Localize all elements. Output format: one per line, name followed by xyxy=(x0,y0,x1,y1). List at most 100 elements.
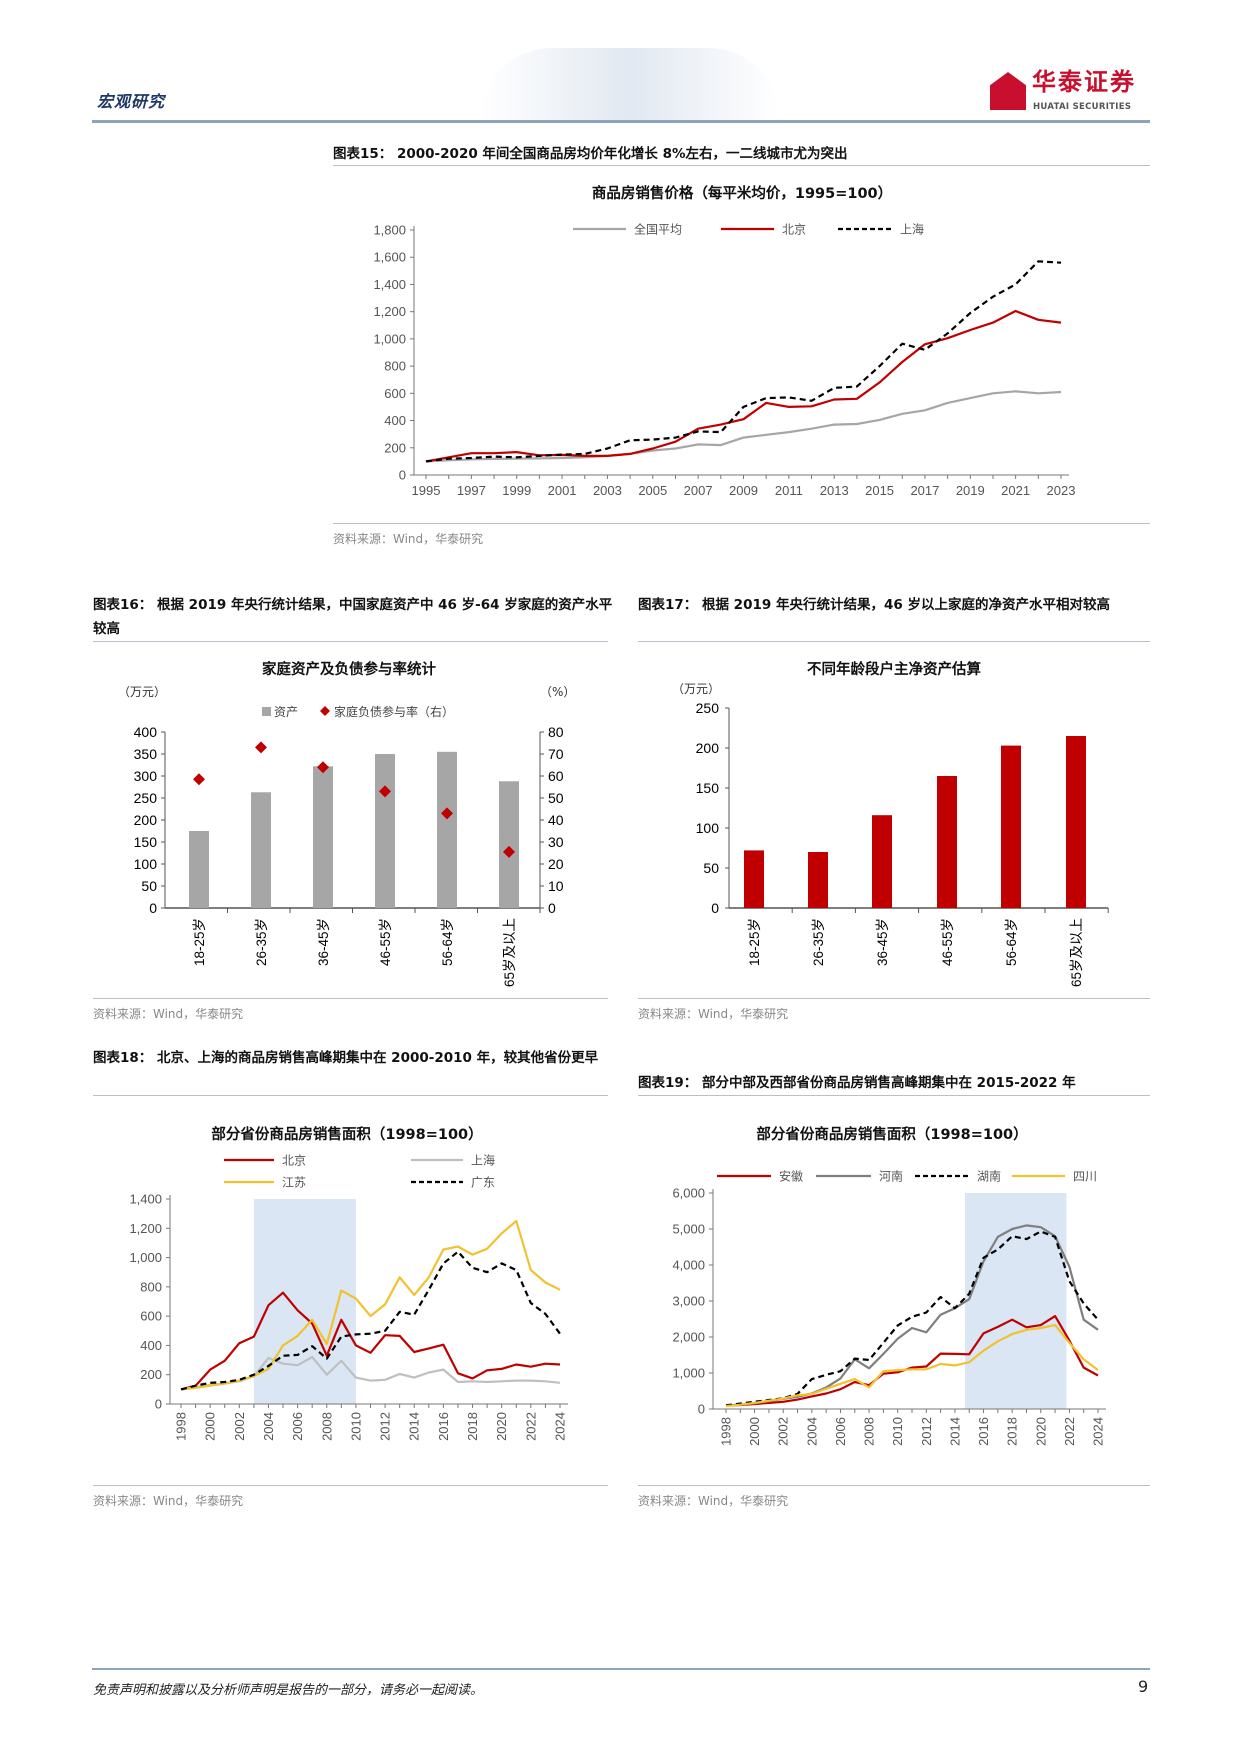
huatai-logo: 华泰证券 HUATAI SECURITIES xyxy=(990,68,1150,116)
fig18-chart-title: 部分省份商品房销售面积（1998=100） xyxy=(211,1127,483,1143)
fig18-caption-rule xyxy=(93,1095,608,1096)
legend-label: 广东 xyxy=(471,1176,495,1190)
x-tick-label: 2006 xyxy=(833,1417,848,1446)
y-tick-label: 200 xyxy=(140,1367,162,1382)
fig17-source-rule xyxy=(638,998,1150,999)
y-tick-label: 0 xyxy=(399,468,406,483)
fig19-chart-title: 部分省份商品房销售面积（1998=100） xyxy=(756,1127,1028,1143)
y-tick-label: 100 xyxy=(134,856,158,872)
x-tick-label: 2008 xyxy=(319,1412,334,1441)
fig16-chart-title: 家庭资产及负债参与率统计 xyxy=(262,662,436,678)
logo-text-en: HUATAI SECURITIES xyxy=(1033,102,1132,112)
y-tick-label: 250 xyxy=(696,700,720,716)
y-tick-label: 0 xyxy=(698,1402,705,1417)
legend-swatch xyxy=(320,706,330,716)
x-tick-label: 2023 xyxy=(1047,483,1076,498)
fig15-source-rule xyxy=(333,523,1150,524)
x-tick-label: 2002 xyxy=(232,1412,247,1441)
fig16-source-rule xyxy=(93,998,608,999)
x-tick-label: 2010 xyxy=(890,1417,905,1446)
fig19-chart: 0 1,000 2,000 3,000 4,000 5,000 6,000 1998 2000 2… xyxy=(672,1169,1106,1446)
fig17-source: 资料来源：Wind，华泰研究 xyxy=(638,1007,789,1021)
category-label: 56-64岁 xyxy=(1004,918,1019,966)
x-tick-label: 2012 xyxy=(378,1412,393,1441)
x-tick-label: 2007 xyxy=(684,483,713,498)
x-tick-label: 2024 xyxy=(1091,1417,1106,1446)
y-right-tick-label: 60 xyxy=(548,768,564,784)
legend-label: 上海 xyxy=(471,1153,495,1168)
fig17-chart: 0 50 100 150 200 250 18-25岁 26-35岁 36-45岁 46-55岁 5… xyxy=(696,700,1109,987)
x-tick-label: 2015 xyxy=(865,483,894,498)
fig17-chart-title: 不同年龄段户主净资产估算 xyxy=(807,662,981,678)
marker-debt-rate xyxy=(317,761,329,774)
category-label: 46-55岁 xyxy=(378,918,393,966)
fig16-left-unit: （万元） xyxy=(118,685,167,699)
y-tick-label: 1,400 xyxy=(129,1192,162,1207)
bar-net-asset xyxy=(937,776,957,908)
y-tick-label: 250 xyxy=(134,790,158,806)
fig19-source-rule xyxy=(638,1485,1150,1486)
x-tick-label: 2004 xyxy=(804,1417,819,1446)
footer-divider xyxy=(92,1668,1150,1670)
y-tick-label: 200 xyxy=(134,812,158,828)
fig16-source: 资料来源：Wind，华泰研究 xyxy=(93,1007,244,1021)
fig15-caption-rule xyxy=(333,165,1150,166)
header-globe-graphic xyxy=(480,48,780,120)
y-tick-label: 1,000 xyxy=(373,331,406,346)
marker-debt-rate xyxy=(379,785,391,798)
x-tick-label: 2016 xyxy=(436,1412,451,1441)
fig16-chart: 0 50 100 150 200 250 300 350 400 0 10 20 30 40 50 60 70 8… xyxy=(134,704,564,987)
series-line-全国平均 xyxy=(425,390,1062,463)
x-tick-label: 1997 xyxy=(457,483,486,498)
x-tick-label: 2014 xyxy=(947,1417,962,1446)
y-tick-label: 200 xyxy=(696,740,720,756)
legend-label: 安徽 xyxy=(779,1169,803,1184)
fig17-caption: 图表17： 根据 2019 年央行统计结果，46 岁以上家庭的净资产水平相对较高 xyxy=(638,597,1110,613)
bar-net-asset xyxy=(808,852,828,908)
y-tick-label: 600 xyxy=(140,1309,162,1324)
x-tick-label: 2012 xyxy=(919,1417,934,1446)
y-tick-label: 1,000 xyxy=(672,1366,705,1381)
fig17-unit: （万元） xyxy=(672,682,721,696)
shaded-period xyxy=(964,1193,1067,1409)
x-tick-label: 1995 xyxy=(412,483,441,498)
x-tick-label: 1998 xyxy=(719,1417,734,1446)
category-label: 18-25岁 xyxy=(747,918,762,966)
y-right-tick-label: 20 xyxy=(548,856,564,872)
x-tick-label: 2009 xyxy=(729,483,758,498)
shaded-period xyxy=(253,1199,356,1404)
bar-asset xyxy=(499,781,519,908)
bar-net-asset xyxy=(1066,736,1086,908)
category-label: 36-45岁 xyxy=(875,918,890,966)
marker-debt-rate xyxy=(193,773,205,786)
legend-label: 北京 xyxy=(782,223,806,237)
category-label: 26-35岁 xyxy=(811,918,826,966)
y-tick-label: 1,200 xyxy=(373,304,406,319)
legend-label: 湖南 xyxy=(977,1169,1001,1184)
y-tick-label: 200 xyxy=(384,440,406,455)
category-label: 65岁及以上 xyxy=(502,918,517,987)
y-right-tick-label: 10 xyxy=(548,878,564,894)
series-line-上海 xyxy=(180,1356,561,1391)
fig19-caption-rule xyxy=(638,1095,1150,1096)
y-right-tick-label: 70 xyxy=(548,746,564,762)
legend-label: 北京 xyxy=(282,1154,306,1168)
category-label: 56-64岁 xyxy=(440,918,455,966)
y-tick-label: 1,400 xyxy=(373,277,406,292)
y-tick-label: 400 xyxy=(140,1338,162,1353)
x-tick-label: 2011 xyxy=(775,483,803,498)
x-tick-label: 2016 xyxy=(976,1417,991,1446)
logo-text-cn: 华泰证券 xyxy=(1032,68,1136,96)
x-tick-label: 1999 xyxy=(502,483,531,498)
x-tick-label: 1998 xyxy=(174,1412,189,1441)
fig18-source: 资料来源：Wind，华泰研究 xyxy=(93,1494,244,1508)
category-label: 46-55岁 xyxy=(940,918,955,966)
series-line-四川 xyxy=(725,1324,1099,1408)
bar-net-asset xyxy=(1001,745,1021,908)
series-line-江苏 xyxy=(180,1219,561,1391)
fig15-source: 资料来源：Wind，华泰研究 xyxy=(333,532,484,546)
legend-label: 四川 xyxy=(1073,1170,1097,1184)
y-tick-label: 1,600 xyxy=(373,250,406,265)
y-tick-label: 50 xyxy=(703,860,719,876)
